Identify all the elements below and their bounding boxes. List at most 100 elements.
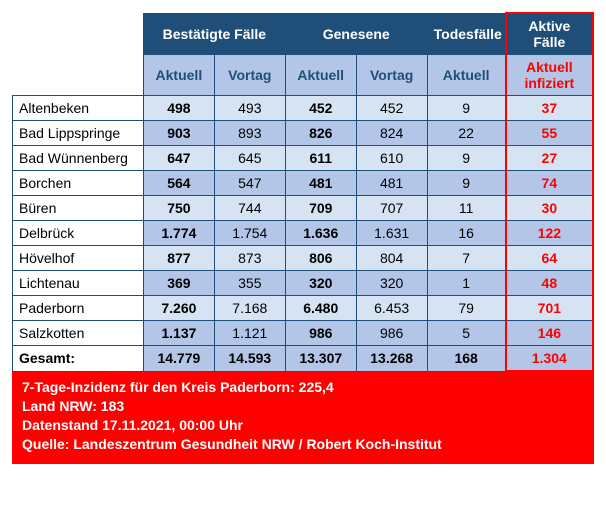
row-label: Paderborn [13,296,144,321]
grp-recovered: Genesene [285,13,427,55]
table-row: Hövelhof877873806804764 [13,246,594,271]
total-label: Gesamt: [13,346,144,372]
cell: 122 [506,221,593,246]
total-cell: 14.593 [214,346,285,372]
cell: 1.774 [143,221,214,246]
cell: 9 [427,96,506,121]
cell: 452 [285,96,356,121]
cell: 452 [356,96,427,121]
total-cell: 1.304 [506,346,593,372]
cell: 6.480 [285,296,356,321]
table-row: Paderborn7.2607.1686.4806.45379701 [13,296,594,321]
sub-conf-vor: Vortag [214,55,285,96]
cell: 7.260 [143,296,214,321]
cell: 74 [506,171,593,196]
cell: 1.754 [214,221,285,246]
cell: 893 [214,121,285,146]
cell: 22 [427,121,506,146]
table-row: Borchen564547481481974 [13,171,594,196]
total-cell: 168 [427,346,506,372]
row-label: Büren [13,196,144,221]
cell: 547 [214,171,285,196]
cell: 30 [506,196,593,221]
table-row: Altenbeken498493452452937 [13,96,594,121]
cell: 27 [506,146,593,171]
cell: 55 [506,121,593,146]
cell: 806 [285,246,356,271]
sub-active: Aktuell infiziert [506,55,593,96]
row-label: Bad Lippspringe [13,121,144,146]
cell: 1.636 [285,221,356,246]
cell: 1 [427,271,506,296]
cell: 873 [214,246,285,271]
total-cell: 13.307 [285,346,356,372]
cell: 9 [427,171,506,196]
total-cell: 14.779 [143,346,214,372]
cell: 498 [143,96,214,121]
cell: 877 [143,246,214,271]
cell: 6.453 [356,296,427,321]
sub-rec-akt: Aktuell [285,55,356,96]
cell: 79 [427,296,506,321]
cell: 48 [506,271,593,296]
header-row-1: Bestätigte Fälle Genesene Todesfälle Akt… [13,13,594,55]
cell: 564 [143,171,214,196]
cell: 481 [356,171,427,196]
sub-death-akt: Aktuell [427,55,506,96]
table-row: Büren7507447097071130 [13,196,594,221]
cell: 481 [285,171,356,196]
cell: 5 [427,321,506,346]
corner-blank [13,13,144,96]
cell: 645 [214,146,285,171]
covid-table: Bestätigte Fälle Genesene Todesfälle Akt… [12,12,594,372]
table-row: Bad Lippspringe9038938268242255 [13,121,594,146]
cell: 709 [285,196,356,221]
row-label: Altenbeken [13,96,144,121]
footer-date: Datenstand 17.11.2021, 00:00 Uhr [22,416,584,435]
cell: 986 [285,321,356,346]
row-label: Borchen [13,171,144,196]
sub-rec-vor: Vortag [356,55,427,96]
row-label: Bad Wünnenberg [13,146,144,171]
cell: 9 [427,146,506,171]
cell: 826 [285,121,356,146]
cell: 707 [356,196,427,221]
total-row: Gesamt:14.77914.59313.30713.2681681.304 [13,346,594,372]
cell: 1.137 [143,321,214,346]
grp-deaths: Todesfälle [427,13,506,55]
grp-active: Aktive Fälle [506,13,593,55]
table-row: Lichtenau369355320320148 [13,271,594,296]
footer-incidence: 7-Tage-Inzidenz für den Kreis Paderborn:… [22,378,584,397]
footer-nrw: Land NRW: 183 [22,397,584,416]
row-label: Hövelhof [13,246,144,271]
cell: 11 [427,196,506,221]
cell: 16 [427,221,506,246]
grp-confirmed: Bestätigte Fälle [143,13,285,55]
cell: 610 [356,146,427,171]
cell: 824 [356,121,427,146]
cell: 1.631 [356,221,427,246]
cell: 647 [143,146,214,171]
cell: 1.121 [214,321,285,346]
footer-box: 7-Tage-Inzidenz für den Kreis Paderborn:… [12,372,594,464]
cell: 37 [506,96,593,121]
total-cell: 13.268 [356,346,427,372]
cell: 744 [214,196,285,221]
cell: 320 [285,271,356,296]
cell: 7 [427,246,506,271]
row-label: Lichtenau [13,271,144,296]
cell: 611 [285,146,356,171]
cell: 701 [506,296,593,321]
row-label: Delbrück [13,221,144,246]
footer-source: Quelle: Landeszentrum Gesundheit NRW / R… [22,435,584,454]
cell: 804 [356,246,427,271]
sub-conf-akt: Aktuell [143,55,214,96]
cell: 986 [356,321,427,346]
table-row: Bad Wünnenberg647645611610927 [13,146,594,171]
cell: 64 [506,246,593,271]
table-row: Salzkotten1.1371.1219869865146 [13,321,594,346]
cell: 320 [356,271,427,296]
cell: 493 [214,96,285,121]
cell: 369 [143,271,214,296]
cell: 7.168 [214,296,285,321]
